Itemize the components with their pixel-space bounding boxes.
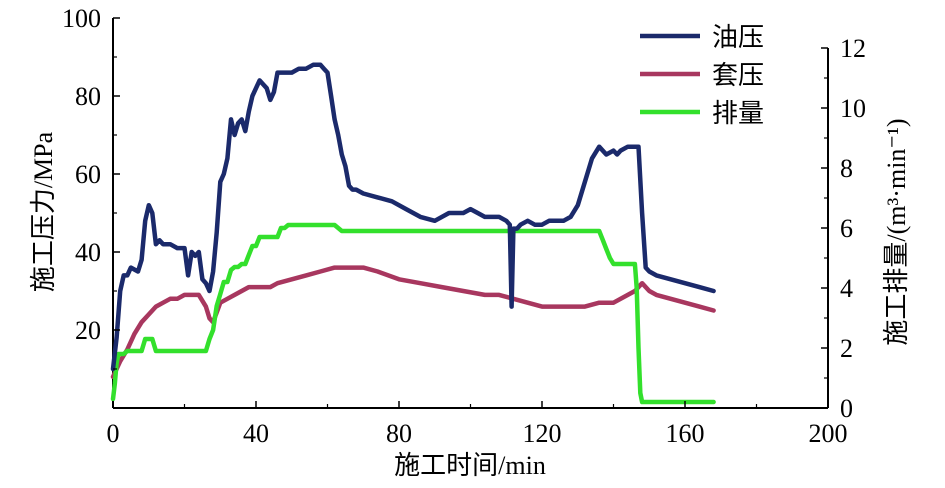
oil-pressure-line: [110, 62, 716, 372]
legend-item-oil-pressure-label: 油压: [712, 23, 764, 52]
y-right-tick-label: 10: [840, 94, 866, 123]
x-tick-label: 200: [809, 419, 848, 448]
y-right-tick-label: 12: [840, 34, 866, 63]
y-tick-label: 80: [75, 82, 101, 111]
y-tick-label: 60: [75, 160, 101, 189]
x-tick-label: 120: [523, 419, 562, 448]
y-right-tick-label: 6: [840, 214, 853, 243]
x-tick-label: 160: [666, 419, 705, 448]
x-axis-title: 施工时间/min: [394, 451, 546, 480]
x-tick-label: 40: [243, 419, 269, 448]
y-right-tick-label: 2: [840, 334, 853, 363]
y-right-tick-label: 8: [840, 154, 853, 183]
y-tick-label: 40: [75, 238, 101, 267]
y-axis-title: 施工压力/MPa: [29, 131, 58, 292]
y-tick-label: 100: [62, 4, 101, 33]
y-axis-right-title: 施工排量/(m³·min⁻¹): [882, 118, 911, 345]
pump-rate-line: [110, 222, 716, 405]
y-tick-label: 20: [75, 316, 101, 345]
casing-pressure-line: [110, 265, 716, 380]
x-tick-label: 80: [386, 419, 412, 448]
series-layer: [110, 62, 716, 405]
ticks-layer: 0 40 80 120 160 200 20 40 60 80 100 0 2 4 6 8 10 12: [62, 4, 866, 448]
x-tick-label: 0: [107, 419, 120, 448]
y-right-tick-label: 4: [840, 274, 853, 303]
legend-item-casing-pressure-label: 套压: [712, 61, 764, 90]
y-right-tick-label: 0: [840, 394, 853, 423]
legend-item-pump-rate-label: 排量: [712, 99, 764, 128]
